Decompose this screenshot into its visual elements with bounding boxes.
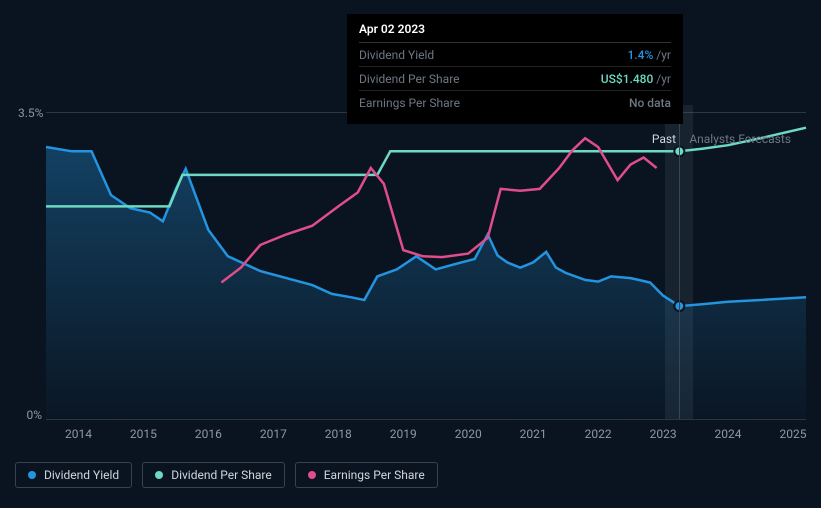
cursor-line bbox=[679, 105, 680, 419]
legend: Dividend Yield Dividend Per Share Earnin… bbox=[15, 462, 438, 488]
legend-label: Dividend Yield bbox=[44, 468, 119, 482]
legend-dot bbox=[155, 471, 163, 479]
tooltip-date: Apr 02 2023 bbox=[359, 22, 671, 43]
tooltip-value: No data bbox=[629, 96, 671, 110]
legend-dot bbox=[28, 471, 36, 479]
legend-item-dividend-per-share[interactable]: Dividend Per Share bbox=[142, 462, 285, 488]
x-tick: 2024 bbox=[715, 427, 742, 441]
dividend-chart: 3.5% 0% Past Analysts Forecasts Apr 02 2… bbox=[0, 0, 821, 508]
x-tick: 2023 bbox=[650, 427, 677, 441]
x-tick: 2022 bbox=[585, 427, 612, 441]
y-tick-min: 0% bbox=[18, 408, 42, 422]
legend-dot bbox=[308, 471, 316, 479]
x-tick: 2021 bbox=[520, 427, 547, 441]
x-tick: 2017 bbox=[260, 427, 287, 441]
legend-label: Dividend Per Share bbox=[171, 468, 272, 482]
x-tick: 2014 bbox=[65, 427, 92, 441]
legend-item-dividend-yield[interactable]: Dividend Yield bbox=[15, 462, 132, 488]
tooltip-row-dividend-per-share: Dividend Per Share US$1.480 /yr bbox=[359, 67, 671, 91]
earnings-per-share-line bbox=[221, 138, 656, 282]
x-tick: 2019 bbox=[390, 427, 417, 441]
legend-item-earnings-per-share[interactable]: Earnings Per Share bbox=[295, 462, 438, 488]
y-tick-max: 3.5% bbox=[18, 106, 42, 120]
region-label-past: Past bbox=[652, 132, 676, 146]
x-tick: 2016 bbox=[195, 427, 222, 441]
legend-label: Earnings Per Share bbox=[324, 468, 425, 482]
tooltip-row-dividend-yield: Dividend Yield 1.4% /yr bbox=[359, 43, 671, 67]
tooltip-label: Earnings Per Share bbox=[359, 96, 460, 110]
x-axis: 2014 2015 2016 2017 2018 2019 2020 2021 2022 2023… bbox=[46, 427, 806, 447]
x-tick: 2025 bbox=[780, 427, 807, 441]
dividend-yield-area bbox=[46, 147, 806, 418]
tooltip-value: 1.4% /yr bbox=[628, 48, 671, 62]
x-tick: 2020 bbox=[455, 427, 482, 441]
x-tick: 2018 bbox=[325, 427, 352, 441]
tooltip-label: Dividend Yield bbox=[359, 48, 434, 62]
tooltip-label: Dividend Per Share bbox=[359, 72, 460, 86]
region-label-forecast: Analysts Forecasts bbox=[689, 132, 791, 146]
tooltip: Apr 02 2023 Dividend Yield 1.4% /yr Divi… bbox=[347, 14, 683, 124]
tooltip-value: US$1.480 /yr bbox=[601, 72, 671, 86]
tooltip-row-earnings-per-share: Earnings Per Share No data bbox=[359, 91, 671, 114]
x-tick: 2015 bbox=[130, 427, 157, 441]
